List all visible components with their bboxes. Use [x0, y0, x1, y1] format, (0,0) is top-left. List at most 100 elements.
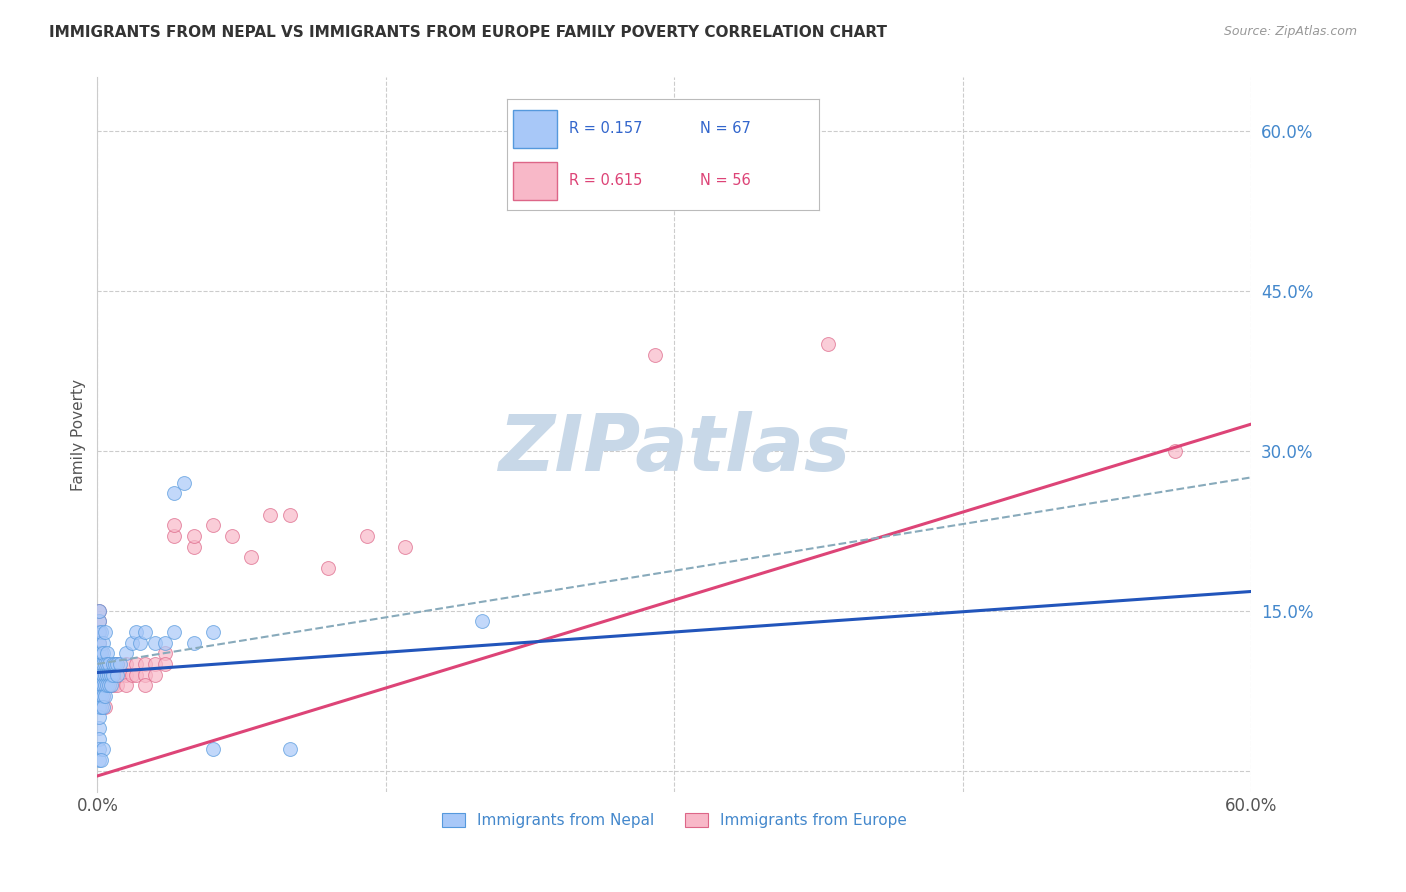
Point: [90, 625, 112, 640]
Point: [240, 550, 263, 565]
Point: [143, 635, 166, 649]
Point: [134, 625, 156, 640]
Point: [183, 529, 205, 543]
Point: [471, 615, 494, 629]
Point: [90, 667, 112, 681]
Point: [96, 646, 118, 660]
Point: [201, 742, 224, 756]
Point: [91, 646, 114, 660]
Point: [316, 561, 339, 575]
Point: [96, 667, 118, 681]
Point: [89, 678, 111, 692]
Point: [259, 508, 281, 522]
Point: [91, 657, 114, 671]
Point: [94, 699, 117, 714]
Point: [90, 646, 112, 660]
Point: [817, 337, 839, 351]
Point: [100, 667, 122, 681]
Point: [110, 657, 132, 671]
Point: [278, 742, 301, 756]
Point: [90, 657, 112, 671]
Point: [90, 667, 112, 681]
Point: [94, 667, 117, 681]
Point: [97, 678, 120, 692]
Point: [91, 699, 114, 714]
Point: [97, 678, 120, 692]
Point: [89, 657, 111, 671]
Point: [89, 615, 111, 629]
Point: [115, 667, 138, 681]
Point: [163, 486, 186, 500]
Point: [115, 657, 138, 671]
Point: [125, 625, 148, 640]
Point: [278, 508, 301, 522]
Point: [153, 646, 176, 660]
Point: [89, 625, 111, 640]
Point: [89, 667, 111, 681]
Point: [128, 635, 150, 649]
Point: [121, 667, 143, 681]
Point: [90, 753, 112, 767]
Point: [153, 635, 176, 649]
Point: [89, 731, 111, 746]
Point: [105, 667, 128, 681]
Point: [90, 646, 112, 660]
Point: [101, 678, 124, 692]
Point: [143, 657, 166, 671]
Point: [96, 657, 118, 671]
Point: [797, 187, 820, 202]
Point: [89, 625, 111, 640]
Point: [183, 635, 205, 649]
Point: [91, 689, 114, 703]
Point: [89, 635, 111, 649]
Point: [89, 604, 111, 618]
Point: [97, 667, 120, 681]
Point: [96, 678, 118, 692]
Point: [96, 667, 118, 681]
Point: [104, 657, 127, 671]
Text: IMMIGRANTS FROM NEPAL VS IMMIGRANTS FROM EUROPE FAMILY POVERTY CORRELATION CHART: IMMIGRANTS FROM NEPAL VS IMMIGRANTS FROM…: [49, 25, 887, 40]
Point: [89, 635, 111, 649]
Point: [101, 667, 124, 681]
Point: [91, 742, 114, 756]
Point: [90, 678, 112, 692]
Point: [153, 657, 176, 671]
Point: [101, 657, 124, 671]
Point: [89, 742, 111, 756]
Point: [125, 667, 148, 681]
Point: [125, 657, 148, 671]
Point: [90, 689, 112, 703]
Point: [110, 667, 132, 681]
Point: [105, 657, 128, 671]
Point: [97, 667, 120, 681]
Point: [97, 657, 120, 671]
Point: [90, 657, 112, 671]
Point: [89, 646, 111, 660]
Point: [89, 710, 111, 724]
Point: [100, 678, 122, 692]
Point: [134, 657, 156, 671]
Point: [356, 529, 378, 543]
Point: [163, 529, 186, 543]
Text: Source: ZipAtlas.com: Source: ZipAtlas.com: [1223, 25, 1357, 38]
Point: [134, 667, 156, 681]
Point: [115, 678, 138, 692]
Point: [100, 667, 122, 681]
Point: [94, 678, 117, 692]
Point: [91, 667, 114, 681]
Point: [90, 699, 112, 714]
Point: [89, 721, 111, 735]
Point: [644, 348, 666, 362]
Point: [94, 678, 117, 692]
Point: [134, 678, 156, 692]
Point: [89, 689, 111, 703]
Legend: Immigrants from Nepal, Immigrants from Europe: Immigrants from Nepal, Immigrants from E…: [436, 807, 912, 834]
Y-axis label: Family Poverty: Family Poverty: [72, 379, 86, 491]
Point: [94, 625, 117, 640]
Point: [104, 667, 127, 681]
Point: [91, 678, 114, 692]
Point: [163, 518, 186, 533]
Point: [163, 625, 186, 640]
Point: [89, 753, 111, 767]
Point: [89, 615, 111, 629]
